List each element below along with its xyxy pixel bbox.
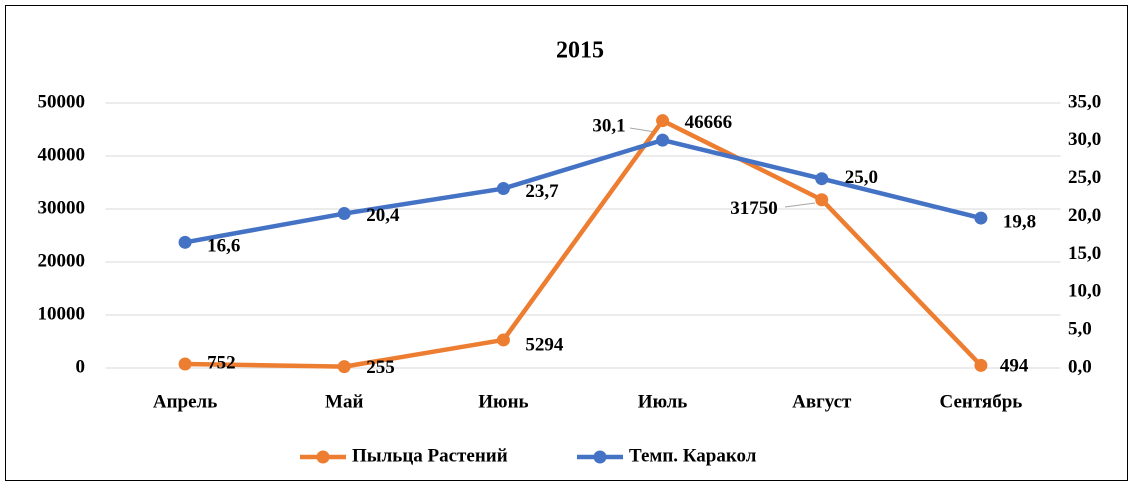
x-tick-label: Апрель bbox=[153, 391, 217, 412]
series-line bbox=[184, 137, 982, 245]
data-label: 255 bbox=[366, 357, 395, 378]
data-label: 25,0 bbox=[845, 167, 878, 188]
data-label: 494 bbox=[1000, 356, 1029, 377]
y2-tick-label: 30,0 bbox=[1068, 129, 1101, 150]
legend-marker bbox=[593, 450, 607, 464]
data-label: 31750 bbox=[730, 198, 778, 219]
point bbox=[815, 172, 829, 186]
point bbox=[656, 133, 670, 147]
point bbox=[337, 360, 351, 374]
y2-tick-label: 0,0 bbox=[1068, 356, 1092, 377]
legend-marker bbox=[316, 450, 330, 464]
y-tick-label: 20000 bbox=[38, 250, 86, 271]
series-line bbox=[185, 118, 983, 369]
point bbox=[656, 114, 670, 128]
data-label: 23,7 bbox=[525, 181, 559, 202]
leader-line bbox=[629, 127, 656, 133]
data-label: 752 bbox=[207, 352, 236, 373]
y-tick-label: 50000 bbox=[38, 91, 86, 112]
y-tick-label: 0 bbox=[76, 356, 86, 377]
point bbox=[974, 358, 988, 372]
y2-tick-label: 15,0 bbox=[1068, 243, 1101, 264]
y2-tick-label: 35,0 bbox=[1068, 91, 1101, 112]
data-label: 46666 bbox=[685, 112, 733, 133]
y-tick-label: 30000 bbox=[38, 197, 86, 218]
point bbox=[815, 193, 829, 207]
data-label: 19,8 bbox=[1003, 211, 1036, 232]
y2-tick-label: 10,0 bbox=[1068, 281, 1101, 302]
point bbox=[496, 333, 510, 347]
legend-label: Пыльца Растений bbox=[352, 445, 508, 466]
x-tick-label: Сентябрь bbox=[940, 391, 1023, 412]
point bbox=[496, 182, 510, 196]
data-label: 16,6 bbox=[207, 236, 240, 257]
x-tick-label: Август bbox=[792, 391, 852, 412]
chart-title: 2015 bbox=[556, 38, 604, 64]
leader-line bbox=[784, 202, 816, 208]
data-label: 5294 bbox=[525, 334, 564, 355]
point bbox=[178, 357, 192, 371]
point bbox=[178, 235, 192, 249]
x-tick-label: Май bbox=[325, 391, 363, 412]
legend-label: Темп. Каракол bbox=[629, 445, 757, 466]
data-label: 30,1 bbox=[592, 115, 625, 136]
y-tick-label: 10000 bbox=[38, 303, 86, 324]
x-tick-label: Июль bbox=[638, 391, 688, 412]
point bbox=[974, 211, 988, 225]
y2-tick-label: 25,0 bbox=[1068, 167, 1101, 188]
x-tick-label: Июнь bbox=[478, 391, 528, 412]
data-label: 20,4 bbox=[366, 205, 400, 226]
y2-tick-label: 5,0 bbox=[1068, 319, 1092, 340]
point bbox=[337, 207, 351, 221]
y-tick-label: 40000 bbox=[38, 144, 86, 165]
y2-tick-label: 20,0 bbox=[1068, 205, 1101, 226]
